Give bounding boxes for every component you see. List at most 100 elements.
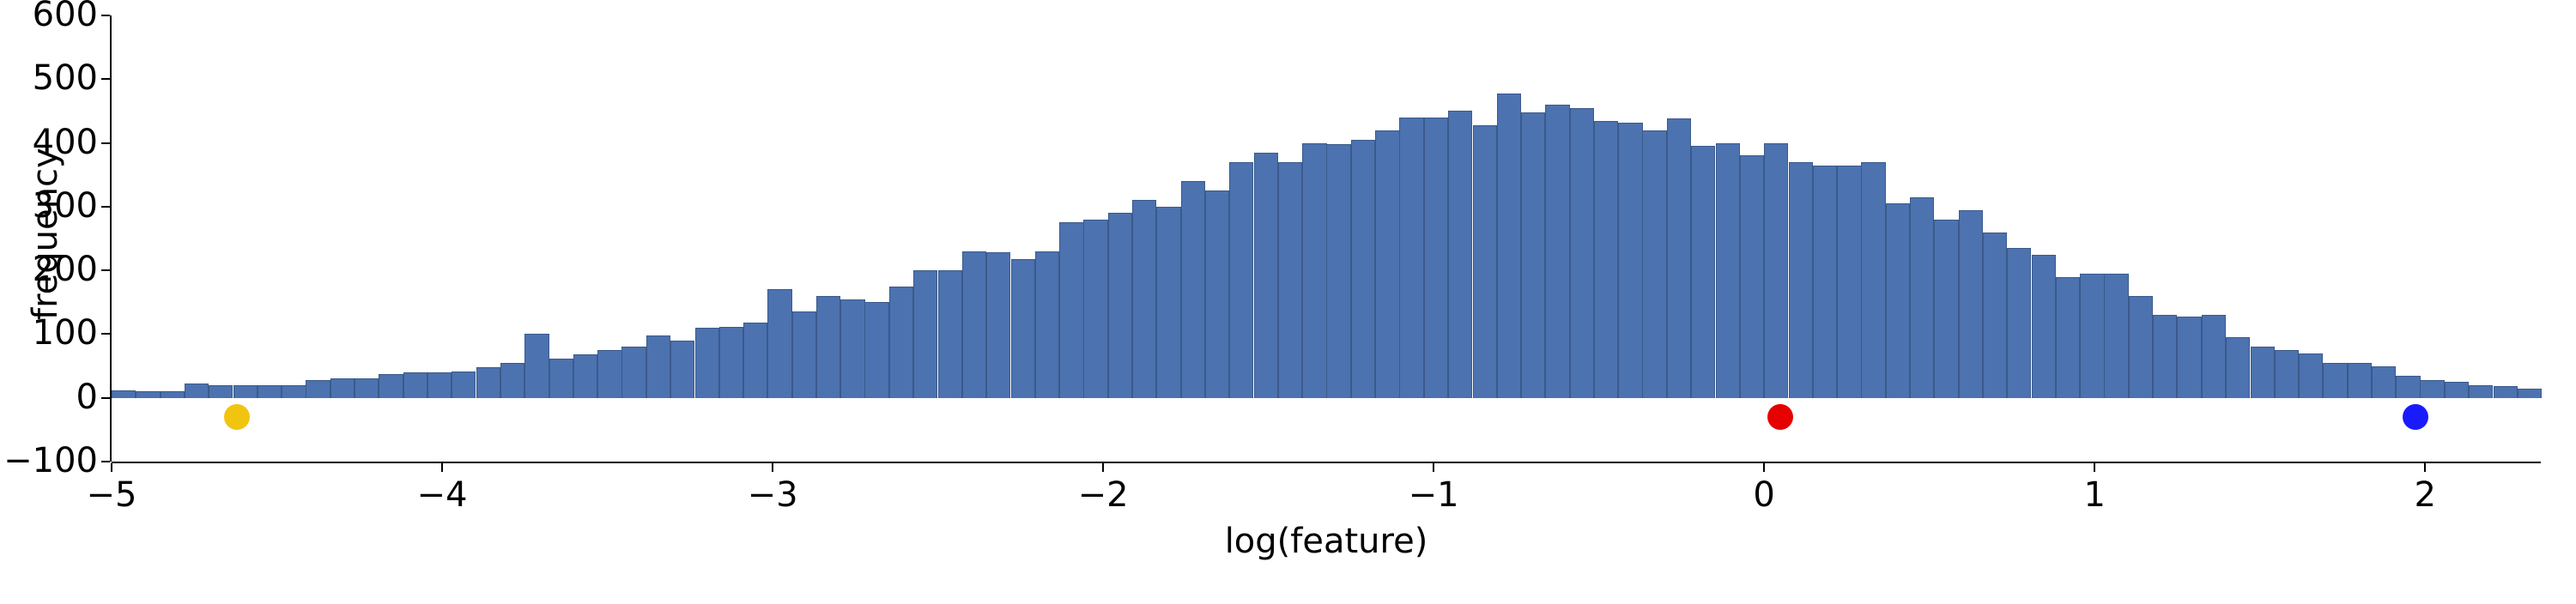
histogram-bar	[1035, 251, 1059, 398]
histogram-bar	[646, 335, 670, 398]
histogram-bar	[1521, 112, 1545, 398]
histogram-bar	[695, 328, 719, 398]
histogram-bar	[1813, 166, 1837, 398]
histogram-bar	[1837, 166, 1861, 398]
histogram-bar	[2007, 248, 2031, 398]
histogram-bar	[2056, 277, 2080, 398]
histogram-bar	[1740, 155, 1764, 397]
histogram-bar	[2299, 353, 2323, 398]
x-tick-label: 1	[2083, 475, 2105, 515]
y-tick	[101, 269, 110, 271]
histogram-bar	[2226, 337, 2250, 398]
histogram-bar	[1691, 146, 1715, 397]
histogram-bar	[2372, 366, 2396, 398]
histogram-bar	[330, 378, 355, 397]
histogram-bar	[2104, 274, 2128, 398]
histogram-bar	[161, 391, 185, 397]
y-tick-label: 300	[33, 186, 98, 226]
histogram-bar	[1059, 222, 1083, 397]
histogram-bar	[2518, 389, 2542, 398]
y-tick-label: −100	[3, 441, 98, 480]
histogram-bar	[2032, 255, 2056, 398]
histogram-bar	[2275, 350, 2299, 398]
histogram-bar	[1545, 105, 1569, 398]
histogram-bar	[1473, 125, 1497, 398]
histogram-bar	[403, 372, 427, 398]
histogram-bar	[889, 287, 913, 398]
histogram-bar	[743, 323, 767, 398]
x-tick-label: −4	[417, 475, 468, 515]
histogram-bar	[1789, 162, 1813, 398]
histogram-bar	[1326, 144, 1350, 398]
x-tick-label: −2	[1078, 475, 1129, 515]
histogram-bar	[1278, 162, 1302, 398]
histogram-bar	[2396, 376, 2420, 398]
histogram-bar	[2251, 347, 2275, 397]
histogram-bar	[2129, 296, 2153, 398]
histogram-bar	[1667, 118, 1691, 397]
histogram-bar	[1983, 233, 2007, 398]
x-tick	[2424, 463, 2426, 472]
x-tick	[772, 463, 773, 472]
x-tick	[2094, 463, 2095, 472]
histogram-bar	[2177, 317, 2201, 398]
histogram-bar	[573, 354, 597, 398]
histogram-bar	[816, 296, 840, 398]
histogram-bar	[1229, 162, 1253, 398]
x-tick-label: −1	[1409, 475, 1459, 515]
histogram-bar	[719, 327, 743, 398]
y-tick-label: 200	[33, 250, 98, 289]
histogram-bar	[136, 391, 160, 397]
histogram-bar	[524, 334, 549, 397]
y-tick	[101, 78, 110, 80]
histogram-bar	[621, 347, 646, 397]
histogram-bar	[233, 385, 258, 398]
histogram-bar	[1254, 153, 1278, 398]
histogram-bar	[185, 384, 209, 397]
x-tick	[441, 463, 443, 472]
histogram-bar	[1642, 130, 1666, 398]
histogram-bar	[1302, 143, 1326, 398]
histogram-bar	[1399, 118, 1423, 398]
histogram-bar	[2348, 363, 2372, 398]
histogram-bar	[1497, 94, 1521, 398]
histogram-chart: frequency log(feature) −1000100200300400…	[0, 0, 2576, 604]
histogram-bar	[112, 390, 136, 398]
histogram-bar	[379, 374, 403, 398]
histogram-bar	[1108, 213, 1132, 397]
y-tick-label: 500	[33, 58, 98, 98]
scatter-marker	[2403, 404, 2428, 430]
x-axis-spine	[112, 462, 2541, 463]
histogram-bar	[1351, 140, 1375, 398]
histogram-bar	[2420, 380, 2444, 398]
histogram-bar	[913, 270, 937, 398]
histogram-bar	[2494, 386, 2518, 397]
histogram-bar	[1083, 220, 1107, 398]
histogram-bar	[452, 371, 476, 398]
histogram-bar	[1716, 143, 1740, 398]
histogram-bar	[549, 359, 573, 398]
histogram-bar	[1618, 123, 1642, 398]
x-tick	[111, 463, 112, 472]
histogram-bar	[1011, 259, 1035, 398]
histogram-bar	[1424, 118, 1448, 398]
y-tick-label: 600	[33, 0, 98, 34]
histogram-bar	[258, 385, 282, 398]
histogram-bar	[2080, 274, 2104, 398]
x-tick	[1763, 463, 1765, 472]
histogram-bar	[1570, 108, 1594, 398]
histogram-bar	[476, 367, 500, 398]
histogram-bar	[2153, 315, 2177, 398]
histogram-bar	[1448, 111, 1472, 397]
histogram-bar	[767, 289, 791, 397]
histogram-bar	[840, 299, 864, 398]
histogram-bar	[938, 270, 962, 398]
histogram-bar	[1764, 143, 1788, 398]
histogram-bar	[1205, 190, 1229, 397]
x-tick	[1433, 463, 1434, 472]
y-axis-label: frequency	[26, 148, 65, 320]
x-tick-label: 0	[1753, 475, 1774, 515]
histogram-bar	[597, 350, 621, 398]
histogram-bar	[282, 385, 306, 398]
histogram-bar	[2323, 363, 2347, 398]
